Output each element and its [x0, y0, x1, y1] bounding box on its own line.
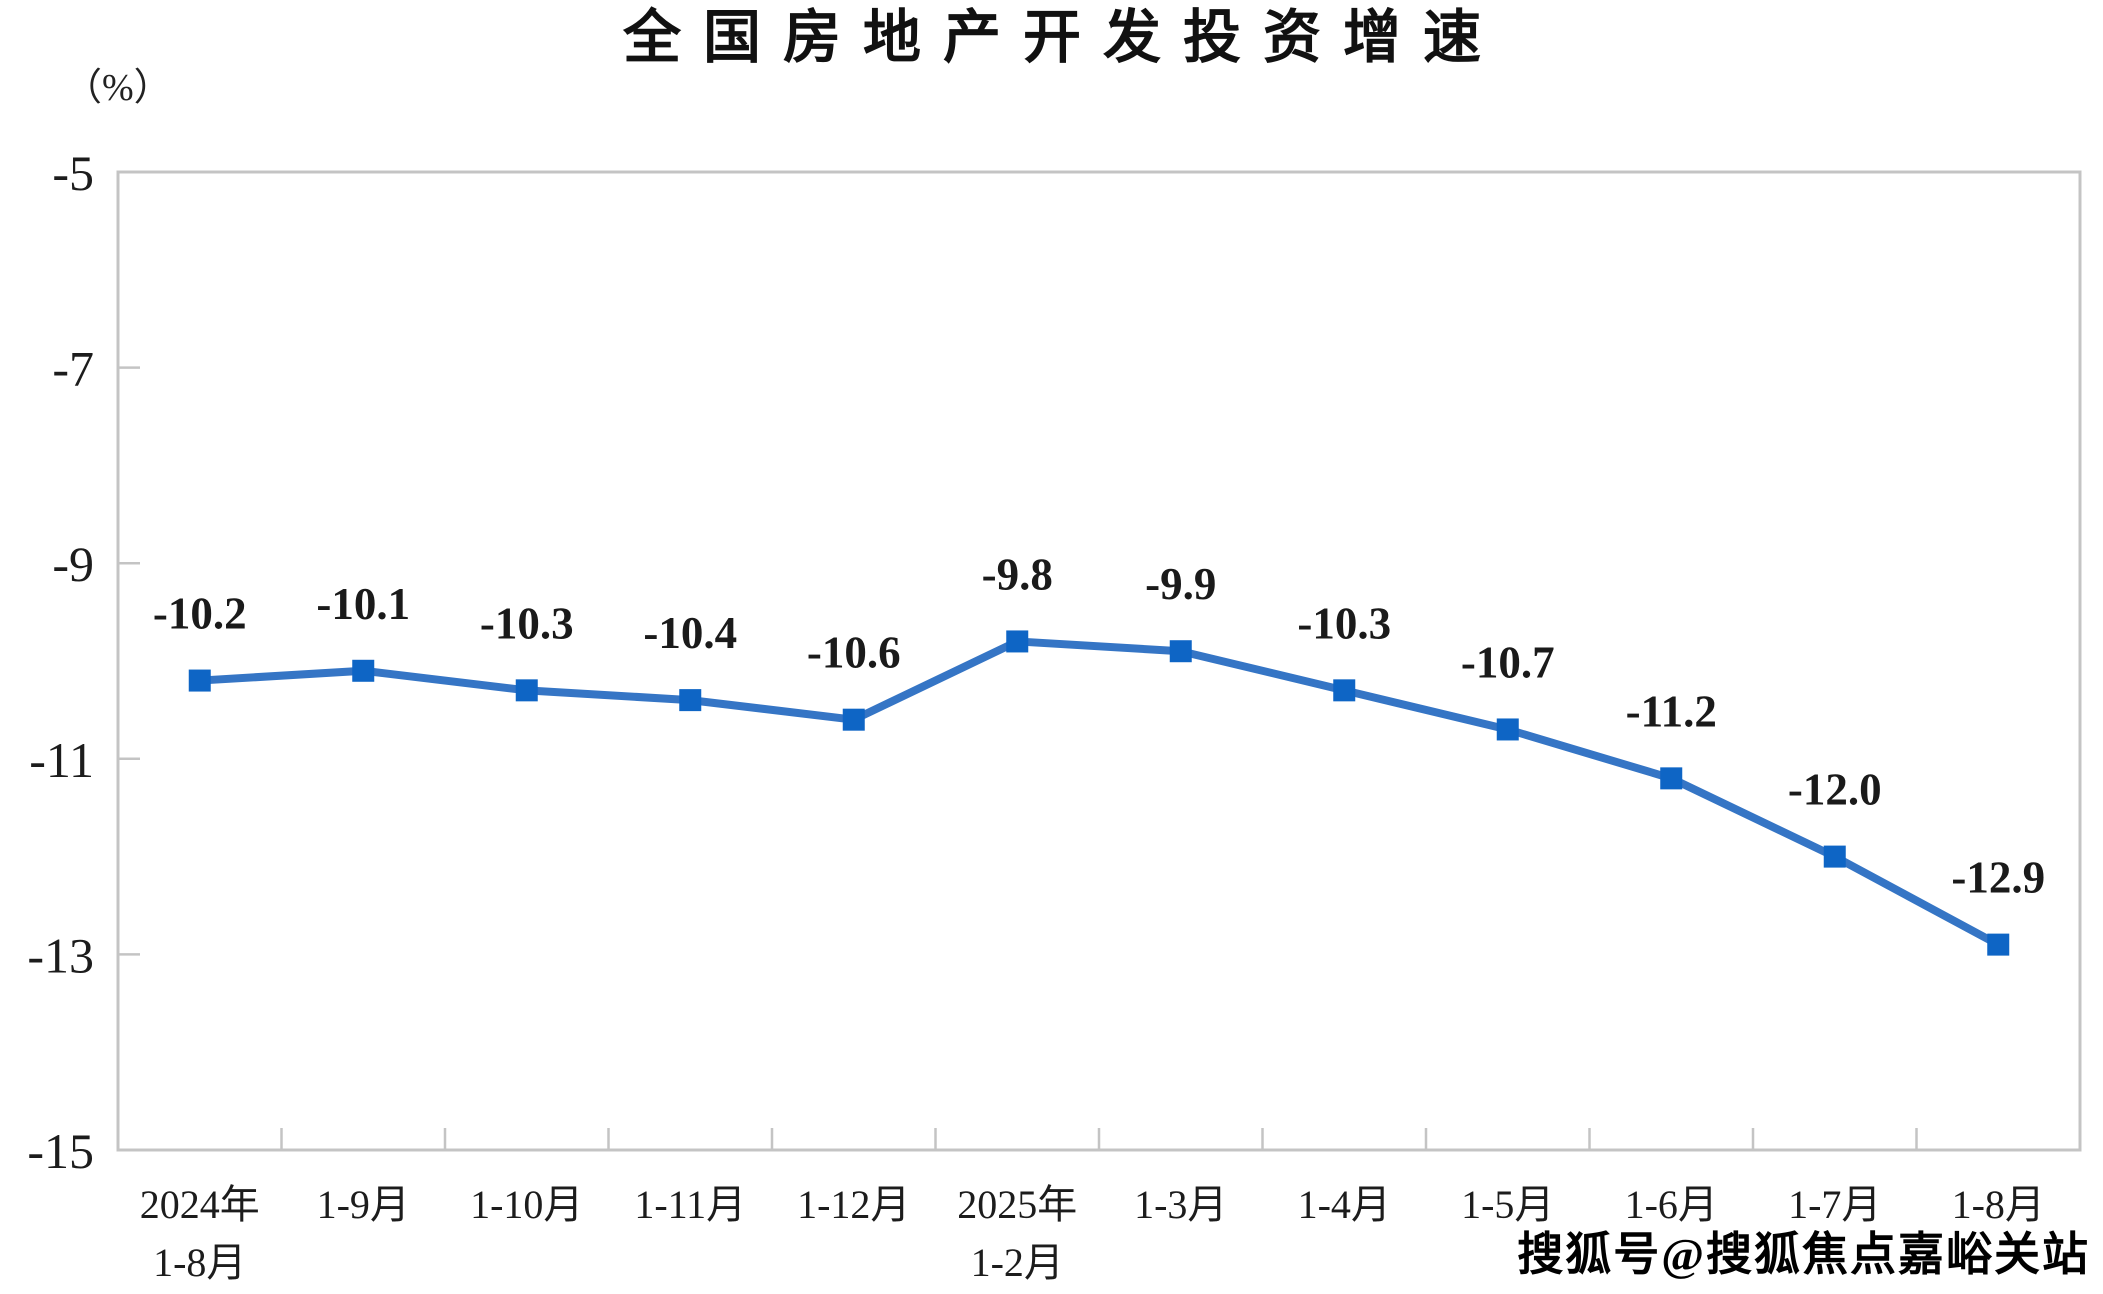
chart-title: 全国房地产开发投资增速 — [622, 3, 1504, 71]
data-point-marker — [842, 708, 865, 731]
x-axis-category-label: 1-9月 — [317, 1182, 410, 1227]
data-point-label: -12.9 — [1951, 853, 2045, 903]
y-axis-tick-label: -11 — [29, 732, 94, 788]
data-point-label: -10.3 — [480, 598, 574, 648]
x-axis-category-label: 1-8月 — [1952, 1182, 2045, 1227]
data-point-label: -9.8 — [982, 549, 1053, 599]
y-axis-tick-label: -9 — [52, 536, 94, 592]
data-point-label: -12.0 — [1788, 765, 1882, 815]
x-axis-category-label: 1-10月 — [470, 1182, 583, 1227]
data-point-label: -10.7 — [1461, 637, 1555, 687]
data-point-marker — [1823, 845, 1846, 868]
watermark-text: 搜狐号@搜狐焦点嘉峪关站 — [1517, 1229, 2090, 1280]
data-point-marker — [188, 669, 211, 692]
data-point-label: -10.3 — [1297, 598, 1391, 648]
y-axis-tick-label: -5 — [52, 145, 94, 201]
data-point-marker — [1987, 933, 2010, 956]
data-point-marker — [1496, 718, 1519, 741]
data-point-marker — [352, 659, 375, 682]
data-point-label: -10.2 — [153, 589, 247, 639]
data-point-marker — [515, 679, 538, 702]
data-point-marker — [1333, 679, 1356, 702]
data-point-marker — [679, 689, 702, 712]
y-axis-tick-label: -7 — [52, 341, 94, 397]
plot-border — [116, 170, 2082, 1152]
x-axis-category-label: 2025年 — [957, 1182, 1077, 1227]
x-axis-category-label: 1-5月 — [1461, 1182, 1554, 1227]
x-axis-category-label: 1-4月 — [1298, 1182, 1391, 1227]
x-axis-category-label: 1-2月 — [971, 1240, 1064, 1285]
data-point-label: -11.2 — [1626, 686, 1717, 736]
x-axis-category-label: 1-6月 — [1625, 1182, 1718, 1227]
x-axis-category-label: 1-3月 — [1134, 1182, 1227, 1227]
data-point-label: -10.4 — [643, 608, 737, 658]
x-axis-category-label: 1-12月 — [797, 1182, 910, 1227]
x-axis-category-label: 2024年 — [140, 1182, 260, 1227]
y-axis-tick-label: -15 — [27, 1123, 94, 1179]
data-point-marker — [1006, 630, 1029, 653]
data-point-label: -10.1 — [316, 579, 410, 629]
data-line — [195, 637, 2003, 949]
data-point-marker — [1169, 640, 1192, 663]
x-axis-category-label: 1-11月 — [634, 1182, 746, 1227]
data-point-label: -10.6 — [807, 628, 901, 678]
y-axis-unit-label: （%） — [64, 67, 172, 109]
data-point-marker — [1660, 767, 1683, 790]
x-axis-category-label: 1-8月 — [153, 1240, 246, 1285]
y-axis-tick-label: -13 — [27, 927, 94, 983]
x-axis-category-label: 1-7月 — [1788, 1182, 1881, 1227]
data-point-label: -9.9 — [1145, 559, 1216, 609]
